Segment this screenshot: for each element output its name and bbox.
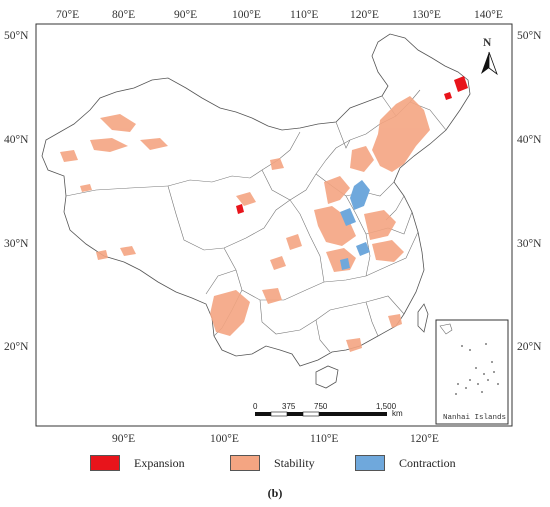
legend-label-stability: Stability — [274, 455, 315, 470]
left-lat-labels: 50°N 40°N 30°N 20°N — [4, 30, 29, 353]
china-outline — [41, 33, 471, 367]
top-lon-label: 130°E — [412, 9, 441, 21]
figure-caption: (b) — [267, 486, 283, 500]
top-lon-label: 110°E — [290, 9, 318, 21]
scale-bar: 0 375 750 1,500 km — [253, 402, 403, 418]
nanhai-inset: Nanhai Islands — [435, 319, 509, 425]
legend-item-stability: Stability — [230, 455, 315, 471]
contraction-areas — [340, 180, 370, 270]
legend-label-expansion: Expansion — [134, 455, 185, 470]
bottom-lon-label: 90°E — [112, 433, 135, 445]
bottom-lon-labels: 90°E 100°E 110°E 120°E — [112, 433, 439, 445]
right-lat-labels: 50°N 40°N 30°N 20°N — [517, 30, 542, 353]
scale-label: 750 — [314, 402, 328, 411]
legend-item-expansion: Expansion — [90, 455, 185, 471]
north-arrow-label: N — [483, 37, 492, 49]
expansion-areas — [236, 76, 468, 214]
legend-swatch-stability — [230, 455, 260, 471]
right-lat-label: 30°N — [517, 238, 542, 250]
legend-swatch-contraction — [355, 455, 385, 471]
bottom-lon-label: 120°E — [410, 433, 439, 445]
inset-label: Nanhai Islands — [443, 414, 506, 422]
scale-label: 375 — [282, 402, 296, 411]
scale-label: 0 — [253, 402, 258, 411]
scale-unit: km — [392, 409, 403, 418]
top-lon-label: 140°E — [474, 9, 503, 21]
top-lon-label: 70°E — [56, 9, 79, 21]
left-lat-label: 30°N — [4, 238, 29, 250]
scale-label: 1,500 — [376, 402, 397, 411]
top-lon-label: 120°E — [350, 9, 379, 21]
china-map: 70°E 80°E 90°E 100°E 110°E 120°E 130°E 1… — [4, 9, 542, 445]
top-lon-label: 90°E — [174, 9, 197, 21]
right-lat-label: 50°N — [517, 30, 542, 42]
bottom-lon-label: 110°E — [310, 433, 338, 445]
top-lon-label: 100°E — [232, 9, 261, 21]
right-lat-label: 40°N — [517, 134, 542, 146]
north-arrow: N — [481, 37, 498, 76]
hainan-island — [315, 365, 339, 389]
top-lon-label: 80°E — [112, 9, 135, 21]
right-lat-label: 20°N — [517, 341, 542, 353]
left-lat-label: 40°N — [4, 134, 29, 146]
legend-label-contraction: Contraction — [399, 455, 456, 470]
legend-swatch-expansion — [90, 455, 120, 471]
left-lat-label: 20°N — [4, 341, 29, 353]
taiwan-island — [417, 303, 429, 333]
top-lon-labels: 70°E 80°E 90°E 100°E 110°E 120°E 130°E 1… — [56, 9, 503, 21]
bottom-lon-label: 100°E — [210, 433, 239, 445]
legend-item-contraction: Contraction — [355, 455, 456, 471]
left-lat-label: 50°N — [4, 30, 29, 42]
legend: Expansion Stability Contraction — [0, 455, 550, 475]
